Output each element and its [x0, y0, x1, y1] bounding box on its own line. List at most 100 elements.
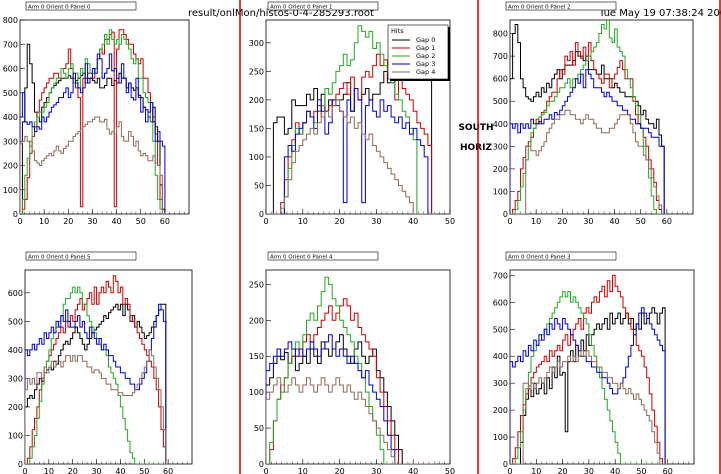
- y-tick-label: 400: [493, 352, 508, 361]
- histogram-panel-4: Arm 0 Orient 0 Panel 4 0 10 20 30 40 50 0 50 100 1…: [249, 251, 455, 474]
- legend-entry: Gap 0: [416, 36, 435, 44]
- legend-title: Hits: [391, 27, 404, 35]
- x-tick-label: 10: [531, 217, 541, 226]
- panel-title: Arm 0 Orient 0 Panel 5: [28, 255, 91, 261]
- y-tick-label: 100: [3, 186, 18, 195]
- y-tick-label: 100: [493, 433, 508, 442]
- histogram-panel-5: Arm 0 Orient 0 Panel 30 10 20 30 40 50 6001002…: [493, 251, 695, 474]
- series-gap-4: [25, 349, 169, 464]
- panel-title: Arm 0 Orient 0 Panel 0: [28, 5, 91, 11]
- y-tick-label: 300: [3, 137, 18, 146]
- y-tick-label: 200: [3, 162, 18, 171]
- panel-title: Arm 0 Orient 0 Panel 2: [508, 5, 571, 11]
- x-tick-label: 0: [22, 467, 27, 474]
- x-tick-label: 30: [87, 217, 97, 226]
- legend-box: [387, 24, 449, 80]
- histogram-panel-2: Arm 0 Orient 0 Panel 20 10 20 30 40 50 6001002…: [493, 1, 694, 226]
- x-tick-label: 40: [115, 467, 125, 474]
- plot-frame: [509, 19, 694, 215]
- x-tick-label: 30: [583, 217, 593, 226]
- x-tick-label: 0: [263, 217, 268, 226]
- panel-title: Arm 0 Orient 0 Panel 4: [270, 255, 333, 261]
- x-tick-label: 50: [139, 467, 149, 474]
- y-tick-label: 100: [249, 153, 264, 162]
- x-tick-label: 0: [507, 217, 512, 226]
- series-gap-3: [266, 334, 436, 464]
- y-tick-label: 0: [259, 210, 264, 219]
- x-tick-label: 10: [44, 467, 54, 474]
- y-tick-label: 600: [8, 289, 23, 298]
- series-gap-3: [20, 53, 168, 214]
- y-tick-label: 250: [249, 67, 264, 76]
- x-tick-label: 30: [371, 217, 381, 226]
- y-tick-label: 300: [493, 379, 508, 388]
- x-tick-label: 0: [507, 467, 512, 474]
- y-tick-label: 0: [503, 460, 508, 469]
- y-tick-label: 500: [493, 325, 508, 334]
- x-tick-label: 0: [263, 467, 268, 474]
- y-tick-label: 400: [493, 120, 508, 129]
- series-gap-4: [266, 99, 436, 214]
- series-gap-4: [510, 109, 667, 214]
- x-tick-label: 20: [557, 467, 567, 474]
- annotation-label: SOUTH: [458, 123, 493, 133]
- panel-title-box: [505, 251, 617, 261]
- histogram-panel-1: Arm 0 Orient 0 Panel 1 0 10 20 30 40 50 0 50 100 1…: [249, 1, 494, 226]
- legend-entry: Gap 3: [416, 60, 435, 68]
- x-tick-label: 40: [609, 217, 619, 226]
- y-tick-label: 0: [13, 210, 18, 219]
- x-tick-label: 50: [636, 467, 646, 474]
- x-tick-label: 20: [557, 217, 567, 226]
- x-tick-label: 50: [445, 467, 455, 474]
- y-tick-label: 800: [493, 30, 508, 39]
- series-gap-1: [510, 274, 668, 464]
- x-tick-label: 10: [298, 467, 308, 474]
- x-tick-label: 60: [663, 467, 673, 474]
- y-tick-label: 500: [493, 97, 508, 106]
- x-tick-label: 40: [111, 217, 121, 226]
- y-tick-label: 300: [493, 142, 508, 151]
- series-gap-4: [20, 116, 168, 214]
- y-tick-label: 400: [8, 346, 23, 355]
- x-tick-label: 50: [136, 217, 146, 226]
- timestamp-header: Tue May 19 07:38:24 2009: [599, 8, 721, 19]
- y-tick-label: 200: [493, 165, 508, 174]
- series-gap-2: [25, 286, 169, 464]
- x-tick-label: 20: [68, 467, 78, 474]
- series-gap-2: [510, 291, 668, 464]
- series-gap-3: [510, 69, 667, 214]
- y-tick-label: 50: [254, 424, 264, 433]
- x-tick-label: 50: [636, 217, 646, 226]
- x-tick-label: 20: [335, 467, 345, 474]
- x-tick-label: 60: [160, 217, 170, 226]
- series-gap-1: [20, 29, 168, 214]
- x-tick-label: 40: [408, 467, 418, 474]
- y-tick-label: 700: [493, 52, 508, 61]
- x-tick-label: 20: [63, 217, 73, 226]
- y-tick-label: 0: [259, 460, 264, 469]
- x-tick-label: 40: [610, 467, 620, 474]
- panel-title-box: [267, 251, 379, 261]
- y-tick-label: 200: [493, 406, 508, 415]
- y-tick-label: 400: [3, 113, 18, 122]
- y-tick-label: 100: [493, 187, 508, 196]
- x-tick-label: 30: [584, 467, 594, 474]
- y-tick-label: 100: [8, 431, 23, 440]
- y-tick-label: 700: [493, 271, 508, 280]
- histogram-panel-0: Arm 0 Orient 0 Panel 00 10 20 30 40 50 6001002…: [3, 1, 190, 226]
- panel-title-box: [25, 251, 137, 261]
- panel-title: Arm 0 Orient 0 Panel 1: [270, 5, 333, 11]
- y-tick-label: 300: [249, 39, 264, 48]
- y-tick-label: 200: [8, 403, 23, 412]
- series-gap-3: [266, 88, 436, 214]
- x-tick-label: 10: [531, 467, 541, 474]
- series-gap-4: [266, 377, 436, 464]
- y-tick-label: 500: [3, 89, 18, 98]
- y-tick-label: 700: [3, 40, 18, 49]
- file-name-header: result/onlMon/histos-0-4-285293.root: [188, 8, 374, 19]
- histogram-panel-3: Arm 0 Orient 0 Panel 5 0 10 20 30 40 50 600 100 2…: [8, 251, 193, 474]
- y-tick-label: 200: [249, 316, 264, 325]
- x-tick-label: 30: [91, 467, 101, 474]
- x-tick-label: 30: [371, 467, 381, 474]
- legend-entry: Gap 1: [416, 44, 435, 52]
